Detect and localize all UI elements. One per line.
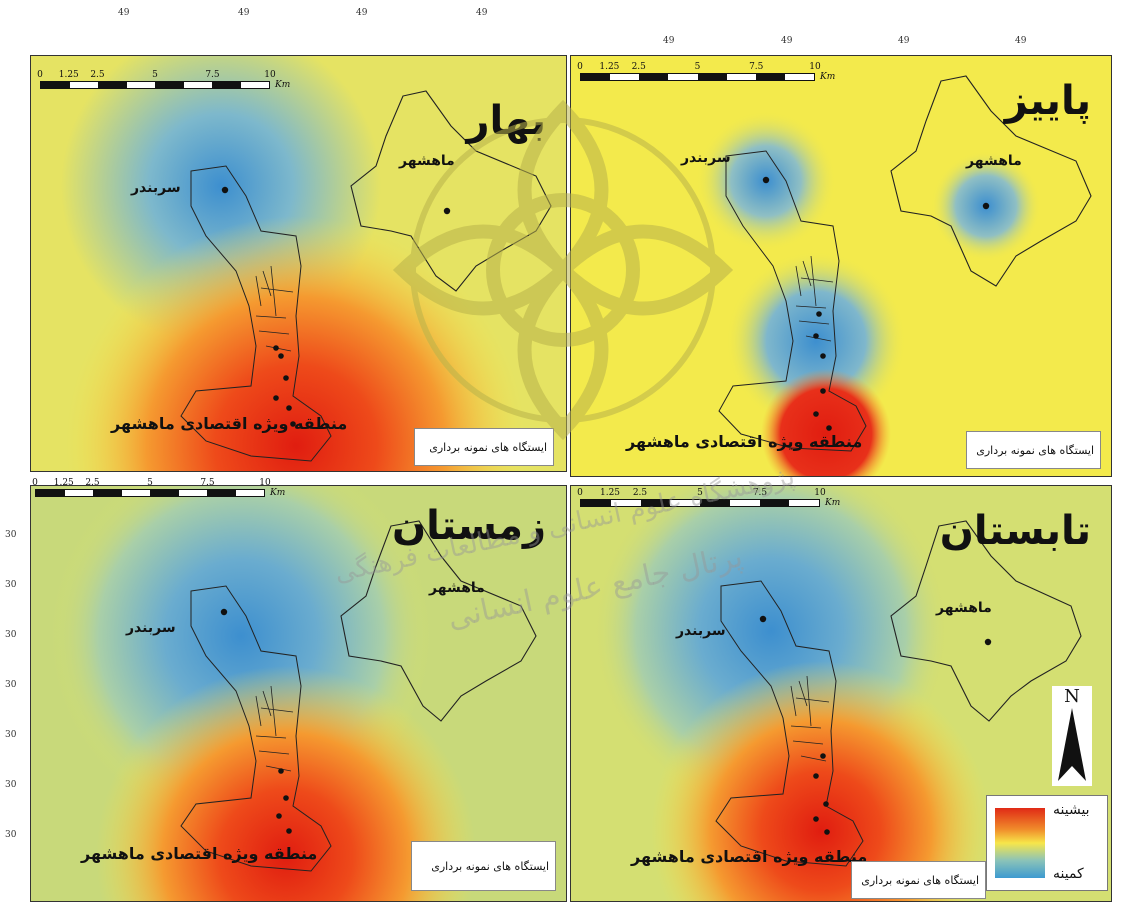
scale-bar: 0 1.25 2.5 5 7.5 10 Km <box>32 478 285 500</box>
stations-legend-text: ایستگاه های نمونه برداری <box>429 440 547 454</box>
stations-legend: ایستگاه های نمونه برداری <box>851 861 986 899</box>
scale-tick: 5 <box>152 70 158 80</box>
season-title: پاییز <box>1004 78 1091 124</box>
scale-tick: 2.5 <box>85 478 100 488</box>
scale-tick: 2.5 <box>90 70 105 80</box>
label-mahshahr: ماهشهر <box>399 153 455 169</box>
color-ramp <box>995 808 1045 878</box>
scale-unit: Km <box>275 80 291 90</box>
scale-tick: 1.25 <box>58 70 79 80</box>
scale-unit: Km <box>820 72 836 82</box>
label-mahshahr: ماهشهر <box>936 600 992 616</box>
longitude-label: 49 <box>476 8 488 18</box>
latitude-label: 30 <box>5 630 17 640</box>
scale-tick: 7.5 <box>749 62 764 72</box>
scale-tick: 5 <box>147 478 153 488</box>
scale-tick: 10 <box>264 70 276 80</box>
latitude-label: 30 <box>5 830 17 840</box>
map-panel-winter: زمستان ماهشهر سربندر منطقه ویژه اقتصادی … <box>30 485 567 902</box>
scale-bar: 0 1.25 2.5 5 7.5 10 Km <box>37 70 290 92</box>
stations-legend-text: ایستگاه های نمونه برداری <box>976 443 1094 457</box>
stations-legend-text: ایستگاه های نمونه برداری <box>431 859 549 873</box>
label-mahshahr: ماهشهر <box>429 580 485 596</box>
scale-unit: Km <box>270 488 286 498</box>
scale-tick: 0 <box>577 488 583 498</box>
label-sarbandar: سربندر <box>126 620 176 636</box>
scale-tick: 1.25 <box>53 478 74 488</box>
scale-tick: 10 <box>814 488 826 498</box>
stations-legend-text: ایستگاه های نمونه برداری <box>861 873 979 887</box>
map-panel-autumn: پاییز ماهشهر سربندر منطقه ویژه اقتصادی م… <box>570 55 1112 477</box>
scale-tick: 2.5 <box>632 488 648 498</box>
north-arrow-icon <box>1058 708 1086 781</box>
legend-low-label: کمینه <box>1053 866 1084 882</box>
label-sarbandar: سربندر <box>681 150 731 166</box>
longitude-label: 49 <box>356 8 368 18</box>
label-economic-zone: منطقه ویژه اقتصادی ماهشهر <box>81 844 318 863</box>
latitude-label: 30 <box>5 680 17 690</box>
stations-legend: ایستگاه های نمونه برداری <box>411 841 556 891</box>
longitude-label: 49 <box>238 8 250 18</box>
scale-bar: 0 1.25 2.5 5 7.5 10 Km <box>577 62 835 84</box>
legend-high-label: بیشینه <box>1053 802 1090 818</box>
longitude-label: 49 <box>118 8 130 18</box>
map-panel-spring: بهار ماهشهر سربندر منطقه ویژه اقتصادی ما… <box>30 55 567 472</box>
longitude-label: 49 <box>781 36 793 46</box>
scale-tick: 0 <box>577 62 583 72</box>
season-title: زمستان <box>392 503 546 549</box>
longitude-label: 49 <box>663 36 675 46</box>
latitude-label: 30 <box>5 780 17 790</box>
scale-tick: 0 <box>37 70 43 80</box>
scale-tick: 5 <box>694 62 701 72</box>
label-economic-zone: منطقه ویژه اقتصادی ماهشهر <box>111 414 348 433</box>
longitude-label: 49 <box>1015 36 1027 46</box>
color-ramp-legend: بیشینه کمینه <box>986 795 1108 891</box>
label-sarbandar: سربندر <box>676 623 726 639</box>
season-title: تابستان <box>939 508 1091 554</box>
scale-tick: 1.25 <box>599 62 620 72</box>
season-title: بهار <box>466 98 546 144</box>
scale-tick: 2.5 <box>631 62 646 72</box>
north-arrow: N <box>1052 686 1092 786</box>
label-economic-zone: منطقه ویژه اقتصادی ماهشهر <box>626 432 863 451</box>
latitude-label: 30 <box>5 530 17 540</box>
label-economic-zone: منطقه ویژه اقتصادی ماهشهر <box>631 847 868 866</box>
latitude-label: 30 <box>5 580 17 590</box>
scale-tick: 0 <box>32 478 38 488</box>
scale-bar: 0 1.25 2.5 5 7.5 10 Km <box>577 488 840 510</box>
interpolation-surface <box>31 486 566 901</box>
north-label: N <box>1064 686 1080 707</box>
scale-tick: 10 <box>259 478 271 488</box>
label-mahshahr: ماهشهر <box>966 153 1022 169</box>
scale-tick: 10 <box>809 62 821 72</box>
longitude-label: 49 <box>898 36 910 46</box>
scale-unit: Km <box>825 498 841 508</box>
scale-tick: 7.5 <box>205 70 220 80</box>
scale-tick: 7.5 <box>752 488 768 498</box>
label-sarbandar: سربندر <box>131 180 181 196</box>
latitude-label: 30 <box>5 730 17 740</box>
stations-legend: ایستگاه های نمونه برداری <box>414 428 554 466</box>
scale-tick: 5 <box>697 488 703 498</box>
scale-tick: 7.5 <box>200 478 215 488</box>
scale-tick: 1.25 <box>599 488 621 498</box>
stations-legend: ایستگاه های نمونه برداری <box>966 431 1101 469</box>
